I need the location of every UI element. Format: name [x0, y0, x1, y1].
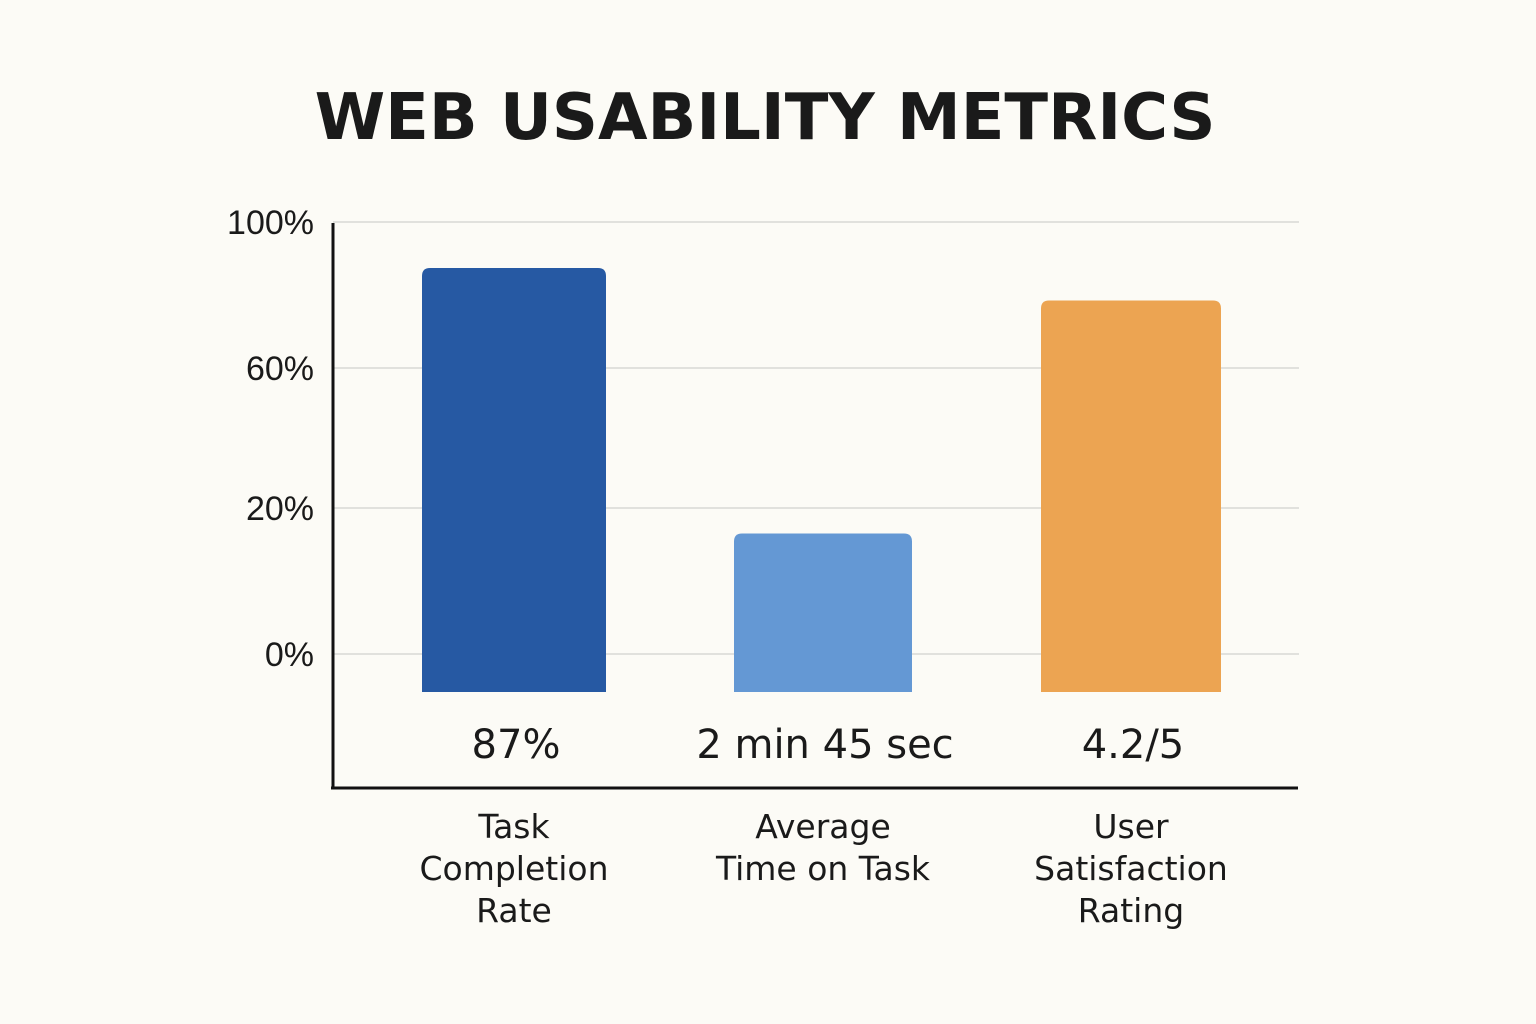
value-label: 87% — [472, 722, 561, 768]
value-labels: 87% 2 min 45 sec 4.2/5 — [472, 722, 1185, 768]
category-label: Satisfaction — [1034, 849, 1228, 888]
category-label: Completion — [419, 849, 608, 888]
value-label: 4.2/5 — [1082, 722, 1185, 768]
category-label: User — [1093, 807, 1169, 846]
bar — [734, 533, 912, 692]
y-tick-label: 100% — [227, 204, 314, 242]
category-label: Rate — [476, 891, 552, 930]
category-label: Task — [477, 807, 550, 846]
y-tick-label: 60% — [246, 350, 314, 388]
y-tick-label: 20% — [246, 490, 314, 528]
value-label: 2 min 45 sec — [696, 722, 953, 768]
category-label: Time on Task — [715, 849, 931, 888]
bars — [422, 267, 1221, 692]
y-axis-ticks: 100% 60% 20% 0% — [227, 204, 314, 674]
bar — [422, 267, 606, 692]
bar — [1041, 300, 1221, 692]
category-label: Average — [755, 807, 891, 846]
category-label: Rating — [1078, 891, 1184, 930]
y-tick-label: 0% — [265, 636, 314, 674]
chart-title: WEB USABILITY METRICS — [315, 81, 1216, 155]
